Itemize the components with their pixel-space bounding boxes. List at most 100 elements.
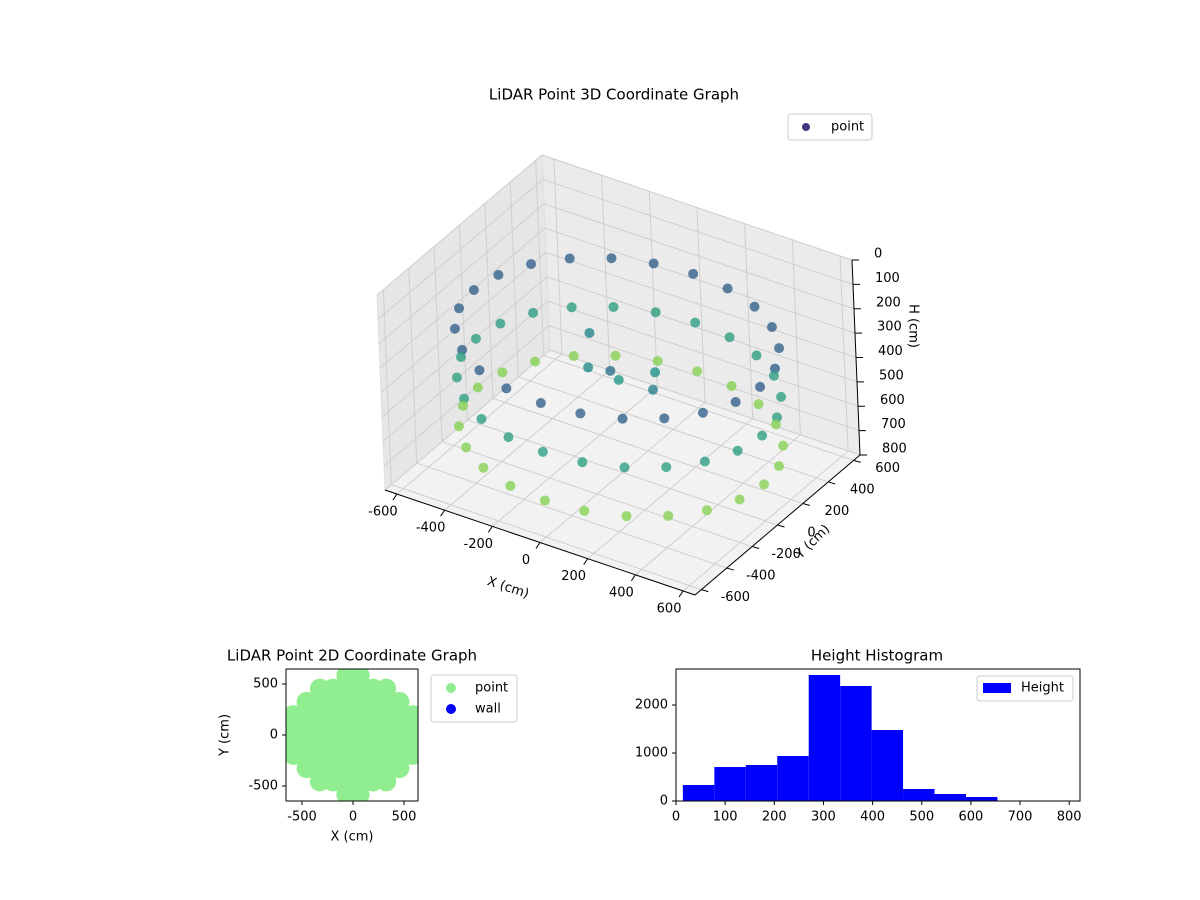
x-tick-label: 0 xyxy=(522,553,530,568)
bar xyxy=(745,765,778,801)
axes-frame xyxy=(675,668,1081,802)
tick-mark xyxy=(802,502,811,506)
grid-line xyxy=(541,154,853,261)
point xyxy=(537,446,548,457)
point xyxy=(579,505,590,516)
z-tick-label: 400 xyxy=(878,344,903,359)
y-tick-label: 600 xyxy=(875,461,900,476)
point xyxy=(722,283,733,294)
point xyxy=(692,366,703,377)
legend-box xyxy=(976,675,1074,702)
z-tick-label: 800 xyxy=(882,442,907,457)
y-tick-label: 0 xyxy=(660,794,668,809)
y-tick-label: -500 xyxy=(248,779,278,794)
point xyxy=(759,479,770,490)
point xyxy=(530,356,541,367)
x-tick-label: 600 xyxy=(657,601,682,616)
point xyxy=(495,318,506,329)
chart-histogram: 0 100 200 300 400 500 600 700 800 0 1000 2000 Height… xyxy=(635,647,1082,825)
point xyxy=(501,383,512,394)
grid-line xyxy=(377,178,544,320)
point xyxy=(453,421,464,432)
tick-mark xyxy=(630,574,636,582)
point xyxy=(755,381,766,392)
point xyxy=(730,396,741,407)
x-tick-label: 200 xyxy=(561,569,586,584)
tick-mark xyxy=(777,524,785,528)
z-tick-label: 0 xyxy=(874,247,882,262)
grid-line xyxy=(546,276,858,383)
point xyxy=(497,367,508,378)
grid-line xyxy=(543,354,854,461)
z-tick-label: 600 xyxy=(880,393,905,408)
grid-line xyxy=(384,349,551,491)
point xyxy=(468,284,479,295)
point xyxy=(659,413,670,424)
grid-line xyxy=(544,227,856,334)
x-axis-label: X (cm) xyxy=(331,830,374,845)
grid-line xyxy=(548,325,860,432)
y-tick-label: -200 xyxy=(771,547,801,562)
point xyxy=(650,367,661,378)
chart-3d: -600-400-2000200400600-600-400-200020040… xyxy=(368,86,920,617)
grid-line xyxy=(380,252,547,393)
z-axis xyxy=(851,259,861,456)
point xyxy=(454,303,465,314)
grid-line xyxy=(391,484,702,591)
point xyxy=(583,362,594,373)
grid-line xyxy=(416,462,727,569)
point xyxy=(621,511,632,522)
point xyxy=(699,456,710,467)
legend-label: point xyxy=(475,681,508,696)
legend-marker xyxy=(802,123,810,131)
point xyxy=(577,457,588,468)
x-tick-label: 0 xyxy=(349,810,357,825)
x-tick-label: -200 xyxy=(464,537,494,552)
point xyxy=(493,269,504,280)
grid-line xyxy=(378,203,545,345)
point xyxy=(528,307,539,318)
tick-mark xyxy=(751,546,760,550)
tick-mark xyxy=(828,481,836,485)
x-tick-label: 600 xyxy=(958,810,983,825)
points xyxy=(286,669,418,801)
bar xyxy=(714,767,746,801)
point xyxy=(770,419,781,430)
grid-line xyxy=(545,252,857,358)
x-tick-label: 200 xyxy=(762,810,787,825)
bar xyxy=(871,730,904,801)
y-tick-label: 200 xyxy=(824,504,849,519)
grid-line xyxy=(467,419,778,526)
z-tick-label: 300 xyxy=(877,320,902,335)
legend-marker xyxy=(446,683,456,693)
point xyxy=(449,323,460,334)
point xyxy=(766,322,777,333)
z-axis-label: H (cm) xyxy=(906,304,921,348)
point xyxy=(584,327,595,338)
point xyxy=(753,399,764,410)
grid-line xyxy=(382,300,549,442)
y-tick-label: 2000 xyxy=(635,698,668,713)
y-tick-label: 1000 xyxy=(635,746,668,761)
z-tick-label: 700 xyxy=(881,417,906,432)
point xyxy=(575,408,586,419)
legend-label: Height xyxy=(1021,681,1064,696)
x-tick-label: 800 xyxy=(1057,810,1082,825)
x-tick-label: 400 xyxy=(609,585,634,600)
legend-label: wall xyxy=(475,702,501,717)
point xyxy=(461,442,472,453)
bar xyxy=(903,789,935,801)
point xyxy=(774,343,785,354)
y-axis-label: Y (cm) xyxy=(218,714,233,757)
tick-mark xyxy=(678,590,684,598)
x-tick-label: 500 xyxy=(909,810,934,825)
y-tick-label: 0 xyxy=(270,728,278,743)
tick-mark xyxy=(487,526,493,533)
x-tick-label: 400 xyxy=(860,810,885,825)
point xyxy=(726,380,737,391)
point xyxy=(776,391,787,402)
point xyxy=(476,413,487,424)
point xyxy=(478,462,489,473)
chart-2d: -500 0 500 -500 0 500 point wall LiDAR Point 2D … xyxy=(218,647,518,845)
legend-box xyxy=(787,113,873,141)
